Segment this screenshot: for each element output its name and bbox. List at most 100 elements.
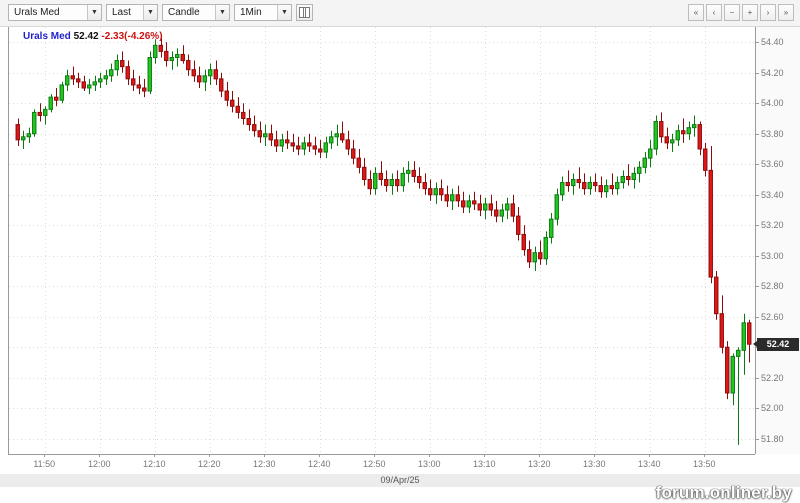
candlestick	[670, 133, 675, 153]
candlestick	[395, 170, 400, 192]
time-tick-label: 13:20	[527, 459, 551, 469]
candlestick	[224, 81, 229, 107]
chevron-down-icon[interactable]: ▼	[215, 5, 229, 20]
candlestick	[549, 213, 554, 244]
time-tick-mark	[539, 454, 541, 457]
chart-type-selector[interactable]: Candle ▼	[162, 4, 230, 21]
candlestick	[153, 39, 158, 64]
price-tick-label: 52.00	[761, 403, 784, 414]
candlestick	[703, 142, 708, 177]
candlestick	[620, 170, 625, 189]
time-tick-label: 12:40	[307, 459, 331, 469]
candlestick	[103, 69, 108, 85]
candlestick	[494, 200, 499, 223]
candlestick	[191, 60, 196, 82]
candlestick	[532, 246, 537, 271]
candlestick	[263, 124, 268, 146]
candlestick	[543, 231, 548, 265]
candlestick	[175, 48, 180, 67]
period-selector[interactable]: 1Min ▼	[234, 4, 292, 21]
candlestick	[15, 118, 20, 146]
time-axis: 11:50 12:00 12:10 12:20 12:30 12:40 12:50 13:00…	[8, 454, 755, 474]
price-tick-label: 53.00	[761, 250, 784, 261]
nav-prev[interactable]: ‹	[706, 4, 722, 21]
candlestick	[675, 124, 680, 146]
candlestick	[246, 109, 251, 131]
time-tick-mark	[44, 454, 46, 457]
candlestick	[604, 179, 609, 198]
price-field-selector[interactable]: Last ▼	[106, 4, 158, 21]
candlestick	[120, 51, 125, 73]
candlestick	[208, 63, 213, 85]
price-tick-label: 53.20	[761, 220, 784, 231]
time-tick-label: 11:50	[33, 459, 56, 469]
chevron-down-icon[interactable]: ▼	[143, 5, 157, 20]
candlestick	[686, 121, 691, 140]
chart-type-selector-value: Candle	[168, 6, 200, 18]
candlestick-svg	[9, 27, 756, 454]
candlestick	[428, 179, 433, 201]
nav-first[interactable]: «	[688, 4, 704, 21]
candlestick	[158, 36, 163, 58]
candlestick	[169, 51, 174, 70]
candlestick	[43, 106, 48, 125]
time-tick-mark	[649, 454, 651, 457]
nav-zoom-out[interactable]: −	[724, 4, 740, 21]
time-tick-label: 12:00	[87, 459, 111, 469]
price-tick-mark	[756, 225, 759, 227]
candlestick	[681, 118, 686, 143]
candlestick	[461, 191, 466, 214]
candlestick	[125, 60, 130, 85]
nav-last[interactable]: »	[778, 4, 794, 21]
price-tick-mark	[756, 42, 759, 44]
candlestick	[455, 185, 460, 207]
candlestick	[87, 78, 92, 95]
price-tick: 53.20	[756, 220, 800, 230]
candlestick	[285, 130, 290, 149]
candlestick	[439, 179, 444, 201]
candlestick	[730, 353, 735, 406]
price-tick-mark	[756, 286, 759, 288]
time-tick-mark	[594, 454, 596, 457]
price-tick-mark	[756, 438, 759, 440]
candlestick	[186, 54, 191, 76]
price-tick-label: 54.20	[761, 67, 784, 78]
symbol-selector[interactable]: Urals Med ▼	[8, 4, 102, 21]
candlestick	[70, 66, 75, 85]
candlestick	[598, 176, 603, 198]
candlestick	[477, 194, 482, 217]
candlestick	[318, 139, 323, 159]
candlestick	[400, 167, 405, 192]
time-tick-label: 13:00	[417, 459, 441, 469]
candlestick	[527, 240, 532, 268]
candlestick	[609, 173, 614, 195]
candlestick	[180, 45, 185, 64]
candlestick	[54, 88, 59, 107]
candlestick	[593, 173, 598, 192]
candlestick	[235, 97, 240, 119]
candlestick	[21, 130, 26, 149]
nav-zoom-in[interactable]: +	[742, 4, 758, 21]
chart-toolbar: Urals Med ▼ Last ▼ Candle ▼ 1Min ▼ «‹ − + ›…	[0, 0, 800, 27]
candlestick	[483, 197, 488, 220]
candlestick	[334, 124, 339, 146]
candlestick	[76, 72, 81, 88]
grid-toggle-button[interactable]	[296, 4, 313, 21]
candlestick	[565, 170, 570, 192]
chevron-down-icon[interactable]: ▼	[87, 5, 101, 20]
chevron-down-icon[interactable]: ▼	[277, 5, 291, 20]
legend-change: -2.33(-4.26%)	[101, 31, 163, 42]
price-tick: 53.00	[756, 251, 800, 261]
candlestick	[340, 121, 345, 143]
price-tick: 53.60	[756, 159, 800, 169]
candlestick	[725, 341, 730, 400]
candlestick-plot[interactable]: Urals Med 52.42 -2.33(-4.26%)	[8, 27, 756, 454]
candlestick	[312, 136, 317, 156]
candlestick	[472, 191, 477, 210]
nav-next[interactable]: ›	[760, 4, 776, 21]
candlestick	[323, 136, 328, 159]
time-tick-mark	[484, 454, 486, 457]
chart-navigation-group: «‹ − + ›»	[688, 4, 794, 21]
chart-legend: Urals Med 52.42 -2.33(-4.26%)	[23, 31, 163, 42]
candlestick	[219, 72, 224, 98]
